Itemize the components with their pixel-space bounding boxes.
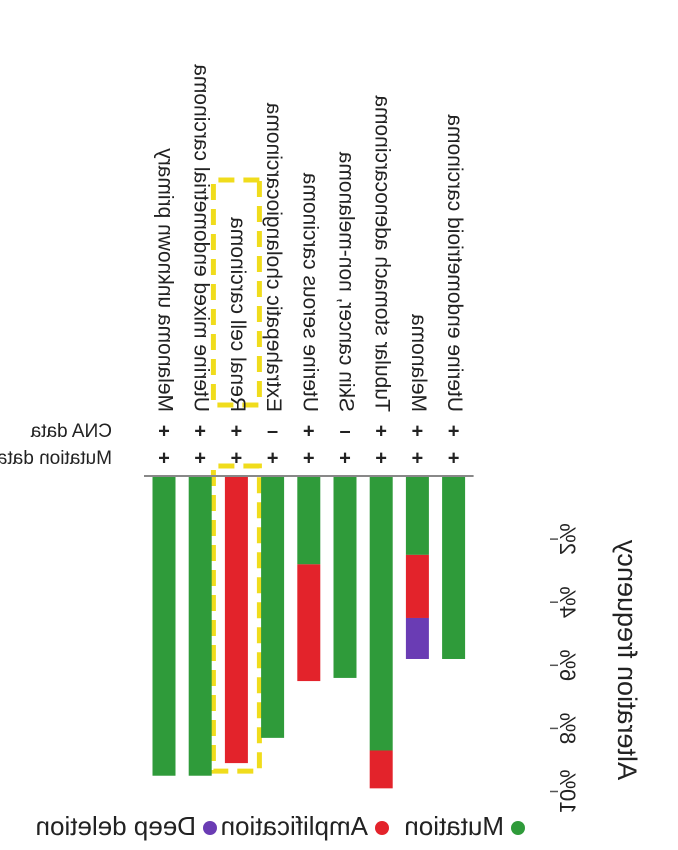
bar-tubular-stomach-adenocarcinoma-amplification	[369, 750, 393, 789]
bar-extrahepatic-cholangiocarcinoma-mutation	[261, 476, 285, 738]
category-label-extrahepatic-cholangiocarcinoma: Extrahepatic cholangiocarcinoma	[262, 102, 285, 412]
category-label-uterine-endometrioid-carcinoma: Uterine endometrioid carcinoma	[443, 114, 466, 412]
ticks: 2% 4% 6% 8% 10%	[550, 523, 580, 814]
mark-mutation-melanoma-unknown-primary: +	[158, 447, 170, 469]
mark-mutation-extrahepatic-cholangiocarcinoma: +	[267, 447, 279, 469]
legend-label: Mutation	[404, 811, 504, 841]
category-label-uterine-mixed-endometrial-carcinoma: Uterine mixed endometrial carcinoma	[190, 64, 213, 412]
mark-cna-uterine-mixed-endometrial-carcinoma: +	[194, 420, 206, 442]
mark-cna-skin-cancer-non-melanoma: –	[339, 420, 350, 442]
mark-mutation-melanoma: +	[412, 447, 424, 469]
mirrored-figure: 2% 4% 6% 8% 10% Alteration frequency Mutatio…	[0, 64, 642, 841]
tick-label: 10%	[555, 769, 580, 813]
row-headers: Mutation data CNA data	[0, 421, 112, 469]
bar-uterine-endometrioid-carcinoma-mutation	[442, 476, 466, 659]
bar-uterine-serous-carcinoma-amplification	[297, 564, 321, 682]
bar-uterine-serous-carcinoma-mutation	[297, 476, 321, 565]
mark-cna-tubular-stomach-adenocarcinoma: +	[375, 420, 387, 442]
legend-item-deep-deletion: Deep deletion	[36, 811, 217, 841]
mark-mutation-renal-cell-carcinoma: +	[231, 447, 243, 469]
bar-melanoma-mutation	[405, 476, 429, 555]
bar-melanoma-unknown-primary-mutation	[152, 476, 176, 776]
highlight-box-label	[210, 177, 262, 408]
legend-swatch	[203, 821, 217, 835]
row-header-cna-data: CNA data	[30, 421, 112, 442]
mark-mutation-skin-cancer-non-melanoma: +	[339, 447, 351, 469]
axis-title: Alteration frequency	[612, 539, 642, 780]
mark-mutation-uterine-endometrioid-carcinoma: +	[448, 447, 460, 469]
legend-item-amplification: Amplification	[221, 811, 389, 841]
bar-uterine-mixed-endometrial-carcinoma-mutation	[188, 476, 212, 776]
mark-mutation-uterine-mixed-endometrial-carcinoma: +	[194, 447, 206, 469]
data-availability-marks: + + + + + + + + + + + + – + – + + +	[158, 420, 459, 469]
legend-label: Deep deletion	[36, 811, 196, 841]
category-label-tubular-stomach-adenocarcinoma: Tubular stomach adenocarcinoma	[371, 95, 394, 412]
category-label-melanoma: Melanoma	[407, 314, 430, 412]
bar-tubular-stomach-adenocarcinoma-mutation	[369, 476, 393, 751]
bar-melanoma-deep-deletion	[405, 617, 429, 659]
tick-label: 4%	[555, 586, 580, 618]
mark-cna-uterine-endometrioid-carcinoma: +	[448, 420, 460, 442]
mark-mutation-tubular-stomach-adenocarcinoma: +	[375, 447, 387, 469]
tick-label: 8%	[555, 713, 580, 745]
mark-cna-extrahepatic-cholangiocarcinoma: –	[267, 420, 278, 442]
bar-renal-cell-carcinoma-amplification	[224, 476, 248, 764]
category-label-melanoma-unknown-primary: Melanoma unknown primary	[153, 148, 176, 412]
row-header-mutation-data: Mutation data	[0, 448, 112, 469]
legend: Mutation Amplification Deep deletion	[36, 811, 525, 841]
tick-label: 6%	[555, 649, 580, 681]
legend-swatch	[511, 821, 525, 835]
highlight-boxes	[210, 177, 262, 774]
tick-label: 2%	[555, 523, 580, 555]
mark-cna-renal-cell-carcinoma: +	[231, 420, 243, 442]
mark-cna-melanoma-unknown-primary: +	[158, 420, 170, 442]
legend-item-mutation: Mutation	[404, 811, 525, 841]
legend-label: Amplification	[221, 811, 368, 841]
bars	[152, 476, 466, 789]
mark-cna-melanoma: +	[412, 420, 424, 442]
category-labels: Melanoma unknown primary Uterine mixed en…	[153, 64, 466, 412]
category-label-renal-cell-carcinoma: Renal cell carcinoma	[226, 217, 249, 412]
legend-swatch	[375, 821, 389, 835]
mark-cna-uterine-serous-carcinoma: +	[303, 420, 315, 442]
mark-mutation-uterine-serous-carcinoma: +	[303, 447, 315, 469]
bar-skin-cancer-non-melanoma-mutation	[333, 476, 357, 678]
category-label-uterine-serous-carcinoma: Uterine serous carcinoma	[298, 172, 321, 412]
bar-melanoma-amplification	[405, 554, 429, 618]
category-label-skin-cancer-non-melanoma: Skin cancer, non-melanoma	[334, 151, 357, 412]
